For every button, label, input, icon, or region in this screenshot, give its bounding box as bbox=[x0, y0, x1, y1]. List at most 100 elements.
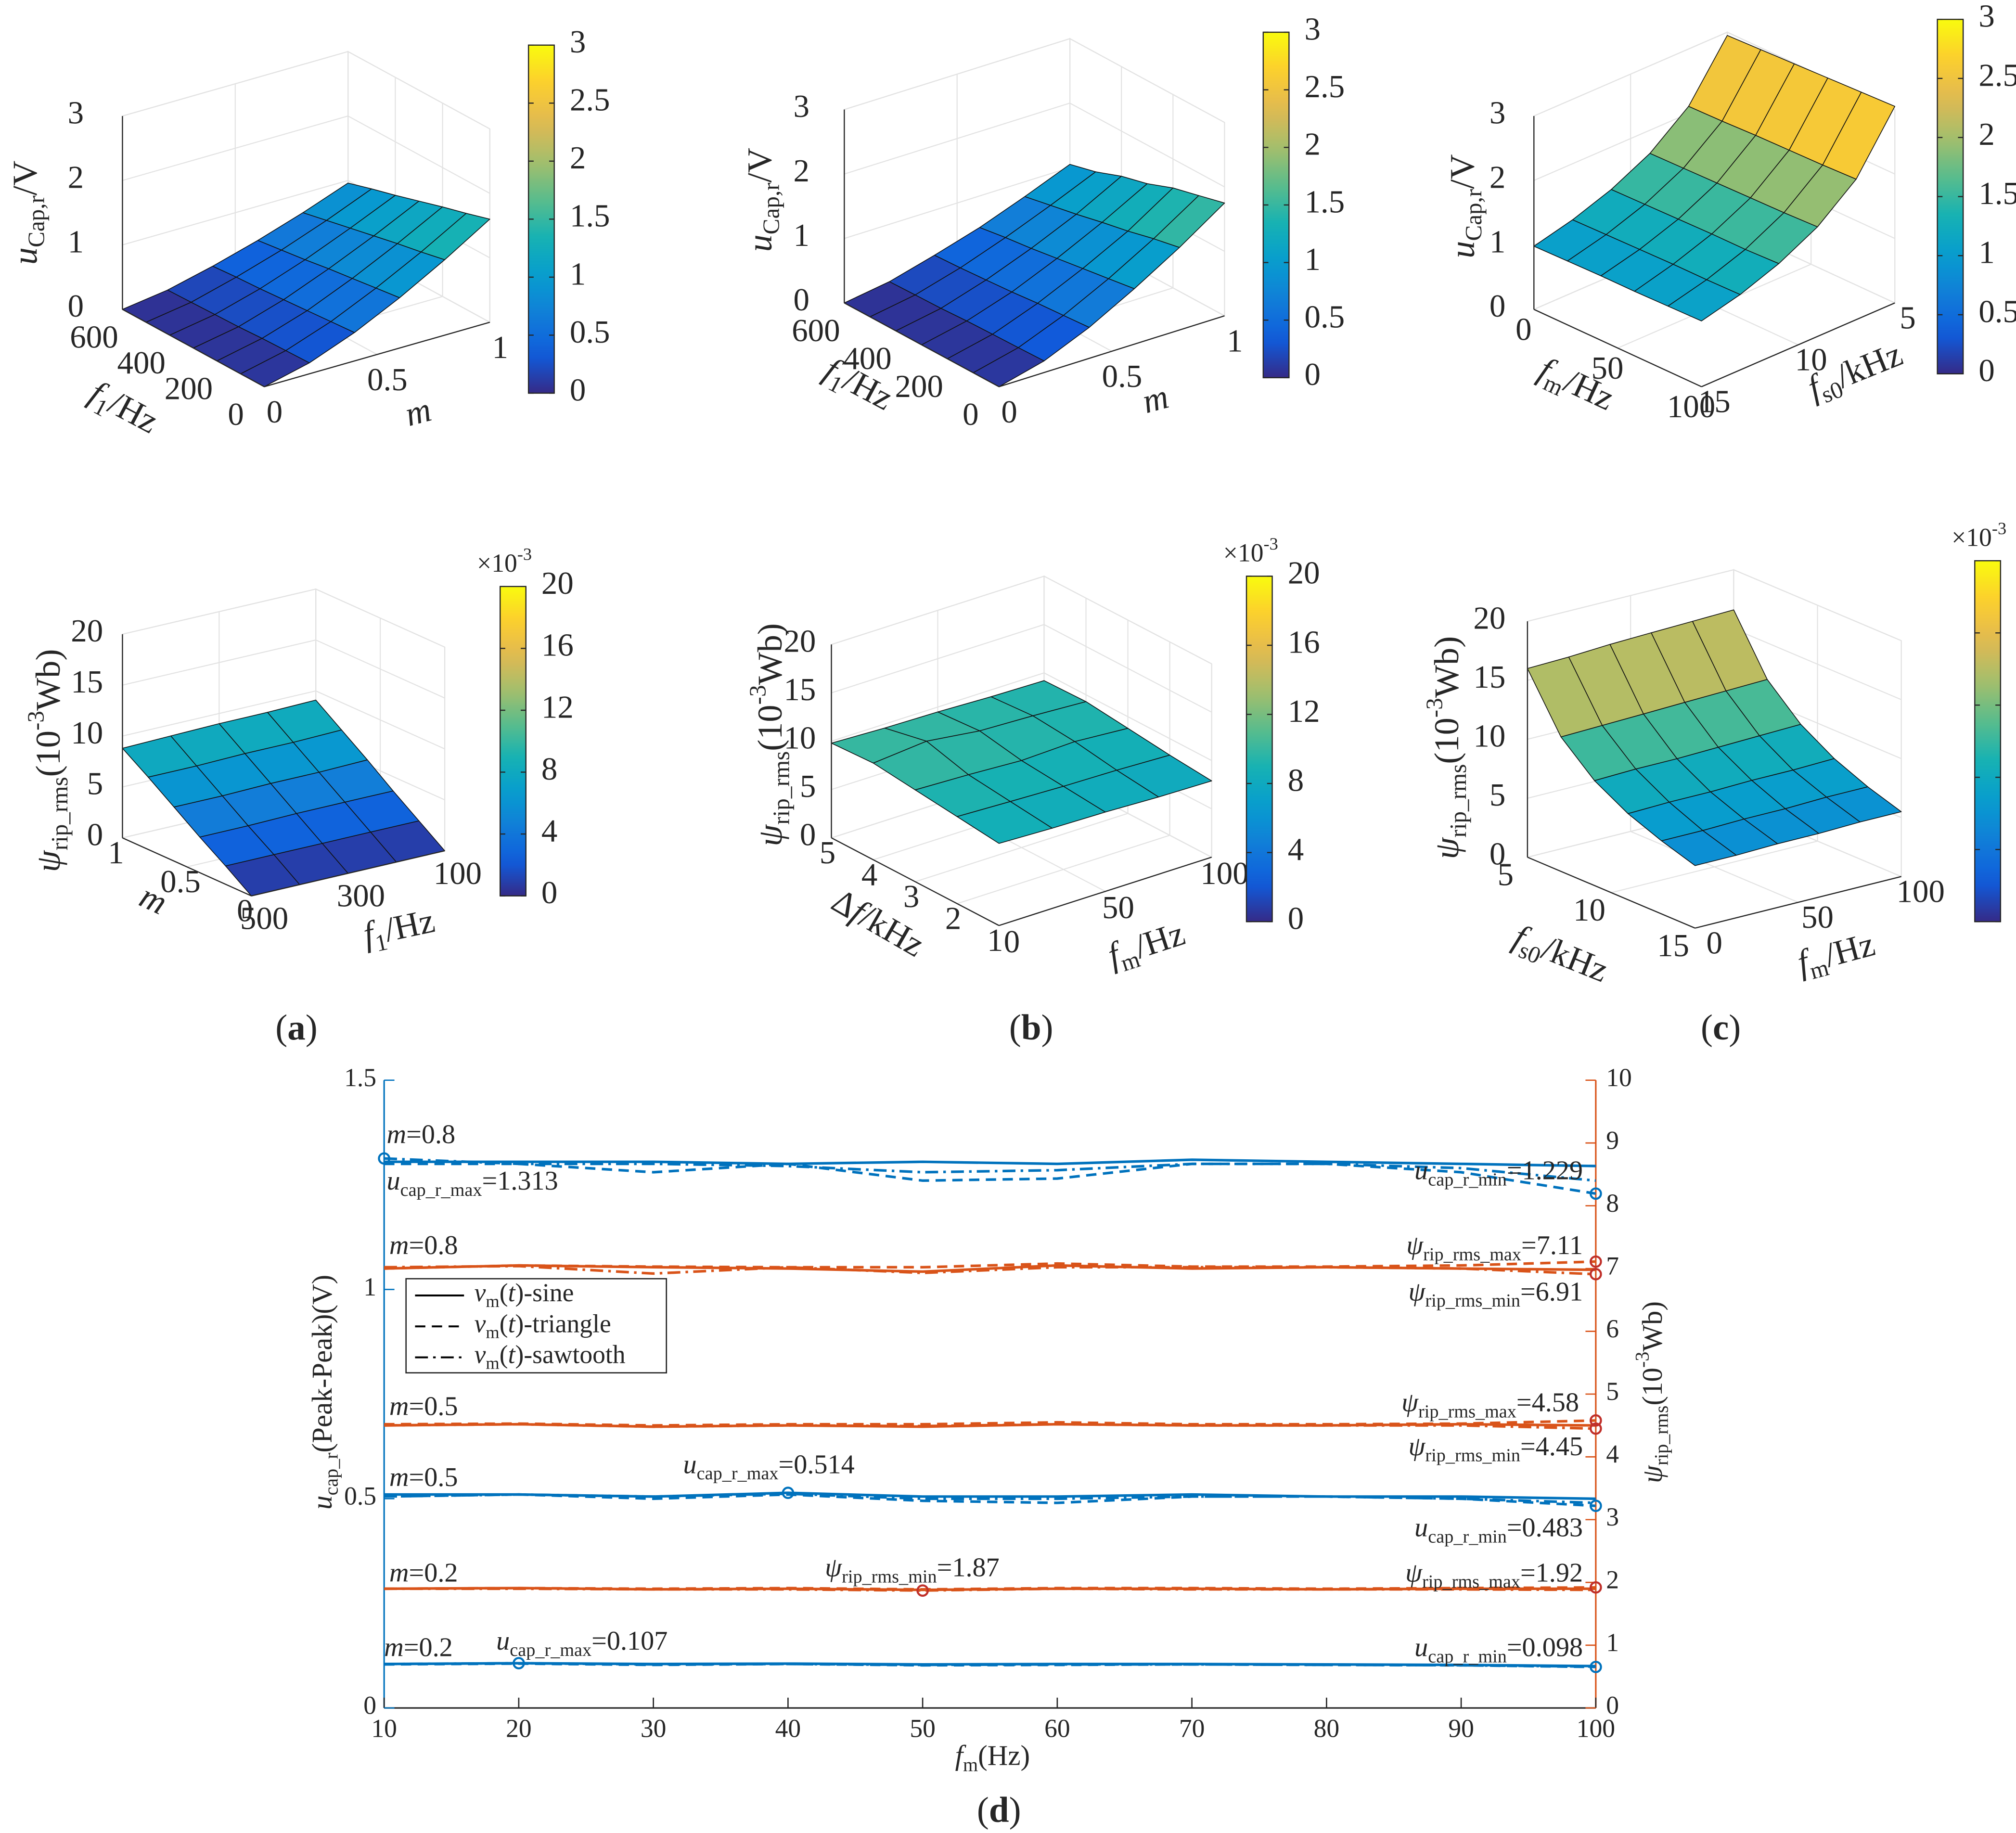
line-series bbox=[384, 1162, 1596, 1195]
text-part: (Hz) bbox=[978, 1739, 1030, 1771]
text-part: )-triangle bbox=[515, 1309, 611, 1338]
text-part: ( bbox=[500, 1340, 508, 1369]
x-tick-label: 70 bbox=[1179, 1714, 1205, 1743]
line-series bbox=[384, 1423, 1596, 1430]
legend-label: vm(t)-triangle bbox=[475, 1309, 611, 1342]
y-axis-label: m bbox=[1138, 377, 1172, 421]
colorbar-tick-label: 20 bbox=[1288, 555, 1320, 591]
colorbar-tick-label: 0.5 bbox=[1978, 294, 2016, 329]
surface-cell bbox=[1661, 830, 1737, 866]
text-part: /V bbox=[1443, 154, 1481, 189]
text-part: Wb) bbox=[29, 649, 67, 711]
text-part: (10 bbox=[751, 705, 789, 751]
x-tick-label: 50 bbox=[1591, 350, 1623, 386]
annotation: ψrip_rms_max=1.92 bbox=[1405, 1558, 1583, 1592]
z-tick-label: 1 bbox=[1490, 224, 1505, 259]
annotation: m=0.8 bbox=[387, 1119, 456, 1149]
annotation-marker bbox=[1589, 1500, 1602, 1512]
text-part: u bbox=[387, 1166, 400, 1196]
z-tick-label: 15 bbox=[71, 664, 103, 700]
grid-line bbox=[1043, 672, 1212, 761]
grid-line bbox=[1069, 38, 1225, 123]
text-part: (Peak-Peak)(V) bbox=[306, 1275, 337, 1453]
text-part: ) bbox=[1041, 1008, 1053, 1048]
annotation-marker bbox=[1589, 1255, 1602, 1268]
annotation: ψrip_rms_max=7.11 bbox=[1406, 1231, 1583, 1265]
grid-line bbox=[831, 624, 1044, 693]
text-part: ( bbox=[275, 1008, 287, 1048]
grid-line bbox=[347, 51, 490, 129]
grid-line bbox=[1734, 628, 1902, 700]
y-tick-label: 50 bbox=[1801, 899, 1834, 935]
z-tick-label: 3 bbox=[794, 89, 809, 124]
y-tick-label: 0 bbox=[267, 394, 282, 430]
z-tick-label: 20 bbox=[71, 613, 103, 649]
z-tick-label: 1 bbox=[794, 218, 809, 253]
colorbar-exponent: ×10-3 bbox=[1223, 534, 1278, 567]
colorbar-tick-label: 8 bbox=[541, 751, 557, 787]
text-part: Cap,r bbox=[23, 195, 50, 247]
colorbar-tick-label: 0 bbox=[1978, 353, 1994, 388]
y2-tick-label: 3 bbox=[1606, 1502, 1619, 1531]
annotation-marker bbox=[1589, 1187, 1602, 1200]
annotation: ucap_r_max=0.107 bbox=[496, 1626, 668, 1660]
grid-line bbox=[1043, 624, 1212, 713]
text-part: -3 bbox=[1992, 519, 2006, 538]
line-series bbox=[384, 1662, 1596, 1668]
annotation: ucap_r_min=0.098 bbox=[1414, 1633, 1583, 1667]
text-part: ψ bbox=[1408, 1432, 1425, 1461]
text-part: ( bbox=[1701, 1008, 1713, 1048]
x-tick-label: 10 bbox=[1573, 892, 1605, 928]
z-tick-label: 10 bbox=[1473, 718, 1505, 754]
text-part: Wb) bbox=[1427, 636, 1466, 698]
z-tick-label: 0 bbox=[1490, 836, 1505, 872]
x-tick-label: 0 bbox=[228, 397, 244, 432]
text-part: c bbox=[1713, 1008, 1729, 1048]
grid-line bbox=[122, 639, 316, 686]
grid-line bbox=[1069, 103, 1225, 188]
text-part: =1.313 bbox=[482, 1166, 558, 1196]
y2-axis-label: ψrip_rms(10-3Wb) bbox=[1631, 1301, 1672, 1483]
colorbar-tick-label: 0.5 bbox=[570, 314, 610, 350]
x-tick-label: 400 bbox=[117, 345, 166, 381]
text-part: ×10 bbox=[1952, 523, 1992, 552]
axis-line bbox=[1701, 302, 1895, 387]
colorbar-exponent: ×10-3 bbox=[477, 545, 532, 577]
z-tick-label: 0 bbox=[68, 288, 84, 324]
x-tick-label: 40 bbox=[775, 1714, 801, 1743]
y2-tick-label: 10 bbox=[1606, 1063, 1632, 1092]
colorbar-tick-label: 4 bbox=[1288, 832, 1304, 867]
colorbar bbox=[500, 586, 526, 897]
line-series bbox=[384, 1157, 1596, 1182]
z-tick-label: 5 bbox=[800, 769, 816, 804]
colorbar-tick-label: 1.5 bbox=[1305, 184, 1345, 219]
text-part: /kHz bbox=[1831, 334, 1908, 396]
x-tick-label: 200 bbox=[165, 371, 213, 407]
text-part: -3 bbox=[745, 685, 771, 705]
text-part: (10 bbox=[29, 731, 67, 777]
annotation: m=0.5 bbox=[389, 1392, 458, 1422]
x-tick-label: 1 bbox=[108, 835, 124, 871]
colorbar-tick-label: 12 bbox=[1288, 693, 1320, 729]
y-tick-label: 300 bbox=[337, 878, 385, 914]
colorbar-tick-label: 16 bbox=[541, 628, 574, 663]
text-part: u bbox=[1443, 241, 1481, 258]
axis-line bbox=[1533, 308, 1702, 387]
x-tick-label: 80 bbox=[1314, 1714, 1340, 1743]
z-tick-label: 5 bbox=[1490, 777, 1505, 813]
annotation: ucap_r_max=0.514 bbox=[683, 1449, 855, 1484]
z-axis-label: ψrip_rms(10-3Wb) bbox=[1421, 636, 1471, 859]
text-part: ψ bbox=[1405, 1558, 1423, 1588]
text-part: =1.87 bbox=[937, 1552, 1000, 1582]
colorbar-tick-label: 2.5 bbox=[1305, 69, 1345, 104]
axis-line bbox=[251, 850, 445, 897]
grid-line bbox=[122, 589, 316, 635]
colorbar-tick-label: 3 bbox=[1978, 0, 1994, 34]
x-tick-label: 0.5 bbox=[160, 864, 201, 899]
text-part: ) bbox=[1009, 1790, 1021, 1830]
x-tick-label: 1 bbox=[987, 923, 1003, 958]
text-part: /Hz bbox=[103, 383, 165, 441]
text-part: ψ bbox=[1401, 1388, 1419, 1418]
x-tick-label: 600 bbox=[70, 320, 118, 355]
grid-line bbox=[844, 103, 1070, 175]
